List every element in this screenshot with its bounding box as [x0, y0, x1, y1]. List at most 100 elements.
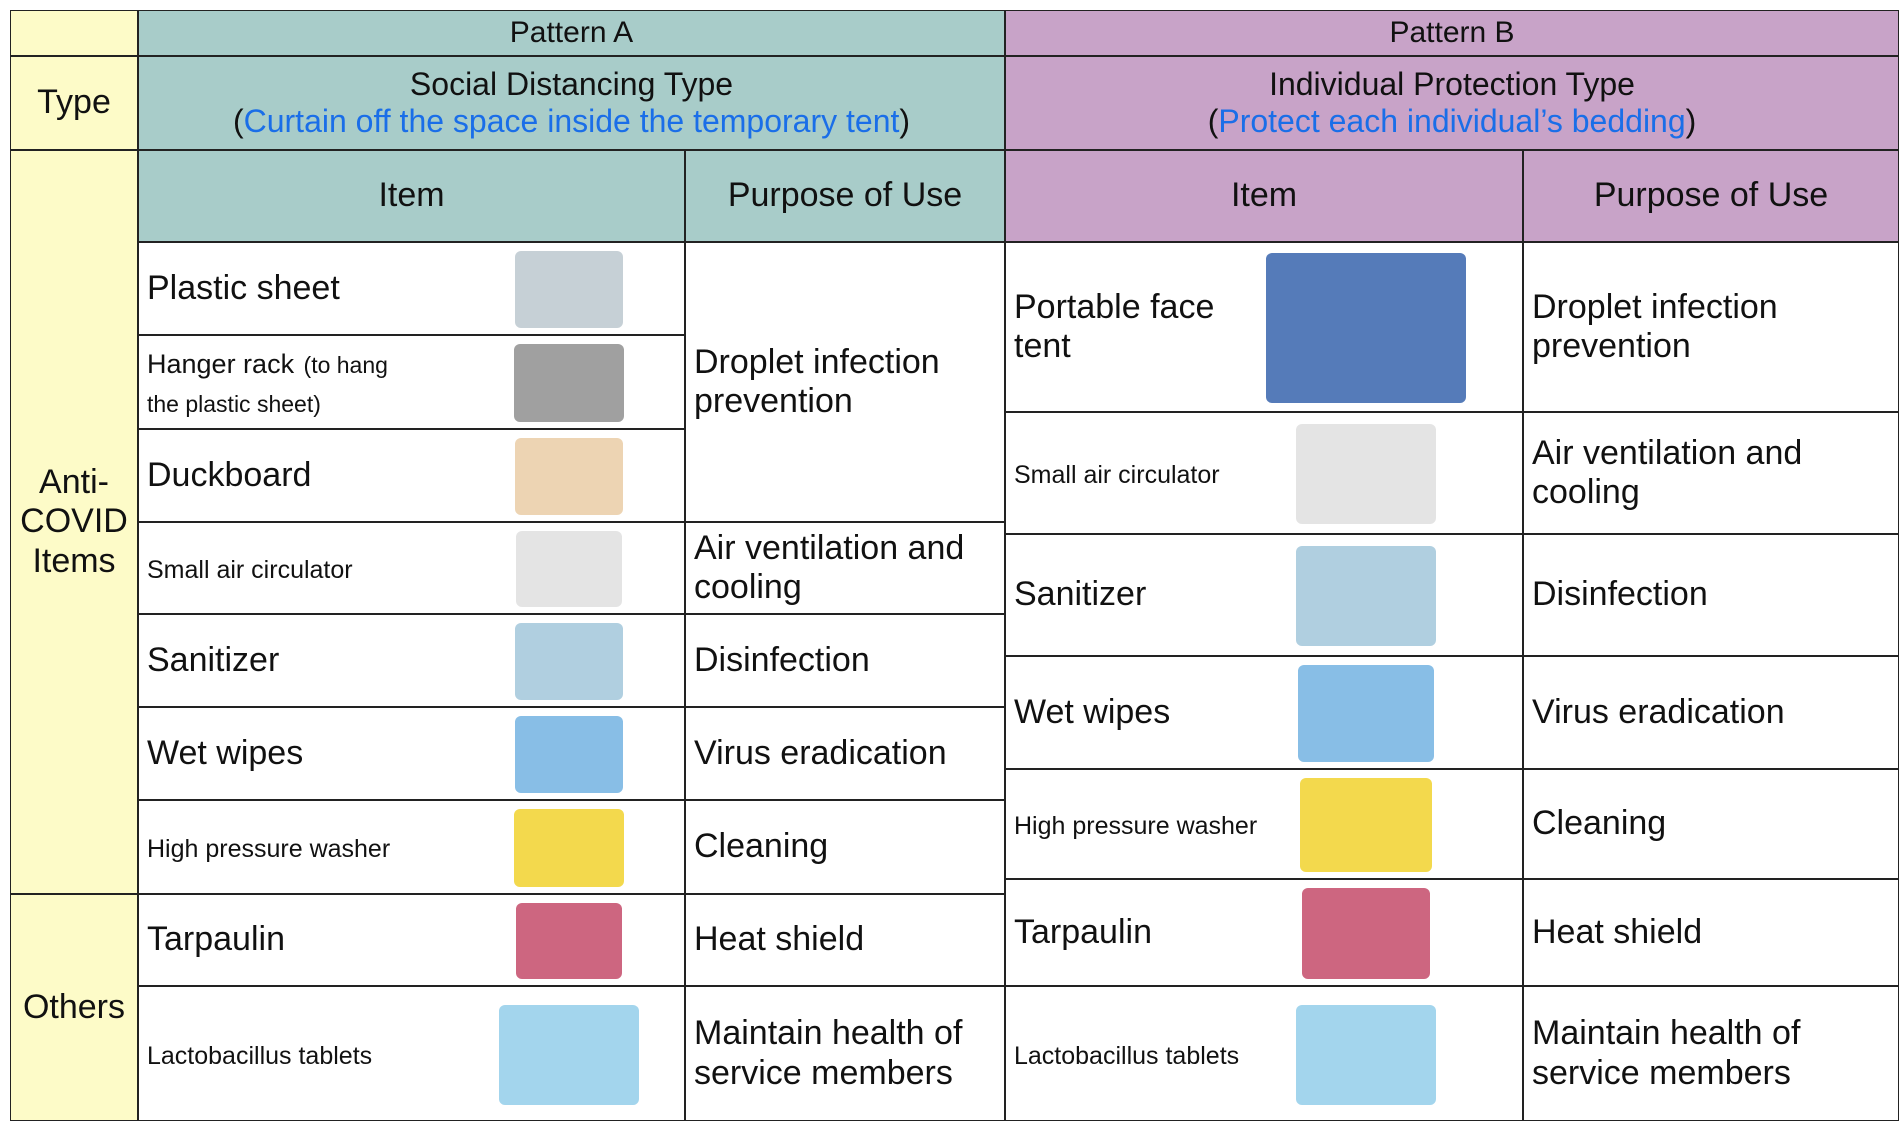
description-line: (Protect each individual’s bedding) [1208, 103, 1697, 140]
item-image [499, 1004, 639, 1105]
item-text: Sanitizer [147, 641, 279, 680]
purpose-cell: Droplet infection prevention [1523, 242, 1899, 412]
item-name: Lactobacillus tablets [147, 1041, 373, 1070]
pattern-type-cell: Social Distancing Type (Curtain off the s… [138, 56, 1005, 150]
item-name: Lactobacillus tablets [1014, 1041, 1240, 1070]
group-label: Others [22, 987, 126, 1026]
pattern-type: Individual Protection Type [1269, 66, 1635, 103]
purpose: Maintain health of service members [1532, 1014, 1801, 1092]
purpose-cell: Heat shield [685, 894, 1005, 986]
purpose: Disinfection [1532, 575, 1708, 614]
column-header: Purpose of Use [1523, 150, 1899, 242]
item-cell: Small air circulator [1005, 412, 1523, 534]
item-cell: Lactobacillus tablets [138, 986, 685, 1121]
type-label-cell: Type [10, 56, 138, 150]
pattern-title: Pattern B [1389, 15, 1515, 49]
item-image [515, 531, 623, 607]
column-label: Purpose of Use [727, 176, 963, 215]
item-text: Small air circulator [147, 548, 353, 587]
group-cell: Anti-COVID Items [10, 150, 138, 894]
pattern-type: Social Distancing Type [409, 66, 734, 103]
item-name: Small air circulator [1014, 461, 1220, 490]
item-image [1300, 778, 1432, 872]
item-image [514, 809, 624, 887]
item-cell: Tarpaulin [1005, 879, 1523, 986]
column-label: Item [1230, 176, 1298, 215]
column-header: Item [138, 150, 685, 242]
item-text: Lactobacillus tablets [147, 1034, 372, 1073]
description: Curtain off the space inside the tempora… [243, 103, 900, 139]
item-cell: Duckboard [138, 429, 685, 522]
item-image [1296, 1004, 1436, 1105]
item-image [515, 623, 623, 700]
item-name: High pressure washer [147, 835, 391, 864]
paren: ) [899, 103, 911, 139]
pattern-title: Pattern A [509, 15, 634, 49]
item-cell: Tarpaulin [138, 894, 685, 986]
pattern-type-cell: Individual Protection Type (Protect each … [1005, 56, 1899, 150]
item-image [515, 438, 623, 515]
pattern-title-cell: Pattern B [1005, 10, 1899, 56]
item-text: Wet wipes [147, 734, 303, 773]
item-text: Lactobacillus tablets [1014, 1034, 1239, 1073]
group-cell: Others [10, 894, 138, 1121]
purpose: Virus eradication [694, 733, 947, 772]
pattern-title-cell: Pattern A [138, 10, 1005, 56]
item-cell: Portable face tent [1005, 242, 1523, 412]
item-name: Tarpaulin [147, 920, 285, 959]
description: Protect each individual’s bedding [1218, 103, 1686, 139]
item-cell: Sanitizer [1005, 534, 1523, 656]
item-image [515, 716, 623, 793]
item-text: High pressure washer [1014, 804, 1257, 843]
purpose-cell: Maintain health of service members [685, 986, 1005, 1121]
purpose: Air ventilation and cooling [694, 528, 965, 606]
purpose-cell: Disinfection [685, 614, 1005, 707]
purpose: Disinfection [694, 640, 870, 679]
item-name: Sanitizer [147, 640, 280, 679]
item-cell: Wet wipes [1005, 656, 1523, 769]
item-name: Duckboard [147, 455, 312, 494]
item-name: Portable face tent [1014, 287, 1215, 365]
item-text: Small air circulator [1014, 453, 1220, 492]
purpose: Droplet infection prevention [1532, 287, 1778, 365]
item-text: Portable face tent [1014, 288, 1254, 366]
purpose-cell: Maintain health of service members [1523, 986, 1899, 1121]
paren: ) [1685, 103, 1697, 139]
purpose: Air ventilation and cooling [1532, 433, 1803, 511]
item-cell: Lactobacillus tablets [1005, 986, 1523, 1121]
purpose-cell: Cleaning [1523, 769, 1899, 879]
item-image [515, 251, 623, 328]
purpose-cell: Virus eradication [1523, 656, 1899, 769]
item-text: Plastic sheet [147, 269, 340, 308]
group-label: Anti-COVID Items [20, 463, 128, 580]
item-name: High pressure washer [1014, 812, 1258, 841]
item-image [514, 344, 624, 422]
purpose-cell: Heat shield [1523, 879, 1899, 986]
item-image [1298, 665, 1434, 762]
item-cell: Plastic sheet [138, 242, 685, 335]
item-name: Hanger rack [147, 348, 295, 379]
item-cell: Small air circulator [138, 522, 685, 614]
purpose: Virus eradication [1532, 692, 1785, 731]
item-image [1296, 546, 1436, 646]
item-name: Small air circulator [147, 556, 353, 585]
item-name: Plastic sheet [147, 268, 340, 307]
purpose: Maintain health of service members [694, 1014, 963, 1092]
purpose: Heat shield [694, 920, 865, 959]
item-text: Tarpaulin [147, 920, 285, 959]
column-label: Purpose of Use [1593, 176, 1829, 215]
description-line: (Curtain off the space inside the tempor… [233, 103, 910, 140]
column-header: Purpose of Use [685, 150, 1005, 242]
item-text: High pressure washer [147, 827, 390, 866]
purpose-cell: Air ventilation and cooling [685, 522, 1005, 614]
item-text: Hanger rack (to hang the plastic sheet) [147, 343, 407, 421]
item-text: Tarpaulin [1014, 913, 1152, 952]
purpose: Heat shield [1532, 912, 1703, 951]
paren: ( [232, 103, 244, 139]
purpose-cell: Droplet infection prevention [685, 242, 1005, 522]
paren: ( [1207, 103, 1219, 139]
item-text: Sanitizer [1014, 575, 1146, 614]
column-label: Item [378, 176, 445, 215]
purpose: Cleaning [1532, 804, 1667, 843]
